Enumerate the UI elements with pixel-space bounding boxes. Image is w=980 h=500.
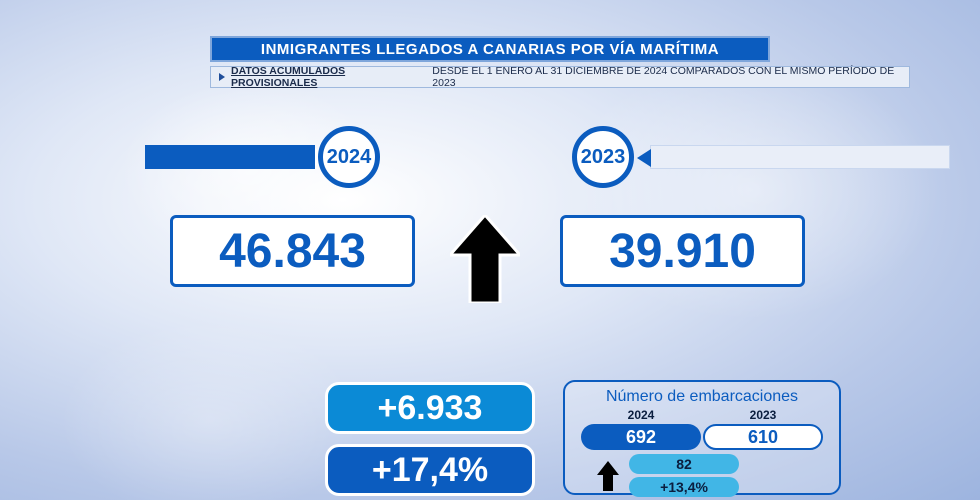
year-previous-value: 39.910 xyxy=(609,224,756,279)
year-current-value-box: 46.843 xyxy=(170,215,415,287)
year-current-bar xyxy=(145,145,315,169)
embarcaciones-delta-row: 82 +13,4% xyxy=(575,454,829,497)
delta-percent-value: +17,4% xyxy=(372,451,488,490)
subtitle-bar: DATOS ACUMULADOS PROVISIONALES DESDE EL … xyxy=(210,66,910,88)
title-bar: INMIGRANTES LLEGADOS A CANARIAS POR VÍA … xyxy=(210,36,770,62)
year-current-label: 2024 xyxy=(327,146,372,169)
emb-delta-pct-pill: +13,4% xyxy=(629,477,739,497)
year-previous-circle: 2023 xyxy=(572,126,634,188)
year-current-circle: 2024 xyxy=(318,126,380,188)
page-title: INMIGRANTES LLEGADOS A CANARIAS POR VÍA … xyxy=(261,41,719,58)
year-previous-label: 2023 xyxy=(581,146,626,169)
emb-year-current-label: 2024 xyxy=(581,408,701,422)
emb-previous-value: 610 xyxy=(748,427,778,448)
emb-delta-pills: 82 +13,4% xyxy=(629,454,739,497)
delta-percent-box: +17,4% xyxy=(325,444,535,496)
emb-delta-abs-value: 82 xyxy=(676,456,692,472)
emb-year-prev-label: 2023 xyxy=(703,408,823,422)
emb-current-pill: 692 xyxy=(581,424,701,450)
embarcaciones-title: Número de embarcaciones xyxy=(575,388,829,406)
year-previous-value-box: 39.910 xyxy=(560,215,805,287)
emb-delta-abs-pill: 82 xyxy=(629,454,739,474)
subtitle-rest: DESDE EL 1 ENERO AL 31 DICIEMBRE DE 2024… xyxy=(432,65,901,89)
emb-current-value: 692 xyxy=(626,427,656,448)
year-current-value: 46.843 xyxy=(219,224,366,279)
year-previous-bar xyxy=(650,145,950,169)
embarcaciones-year-row: 2024 2023 xyxy=(575,408,829,422)
emb-previous-pill: 610 xyxy=(703,424,823,450)
emb-up-arrow-icon xyxy=(597,461,619,491)
embarcaciones-panel: Número de embarcaciones 2024 2023 692 61… xyxy=(563,380,841,495)
triangle-icon xyxy=(219,73,225,81)
subtitle-bold: DATOS ACUMULADOS PROVISIONALES xyxy=(231,65,426,89)
emb-delta-pct-value: +13,4% xyxy=(660,479,708,495)
delta-absolute-box: +6.933 xyxy=(325,382,535,434)
delta-absolute-value: +6.933 xyxy=(378,389,483,428)
embarcaciones-value-row: 692 610 xyxy=(575,424,829,450)
up-arrow-icon xyxy=(450,215,520,303)
